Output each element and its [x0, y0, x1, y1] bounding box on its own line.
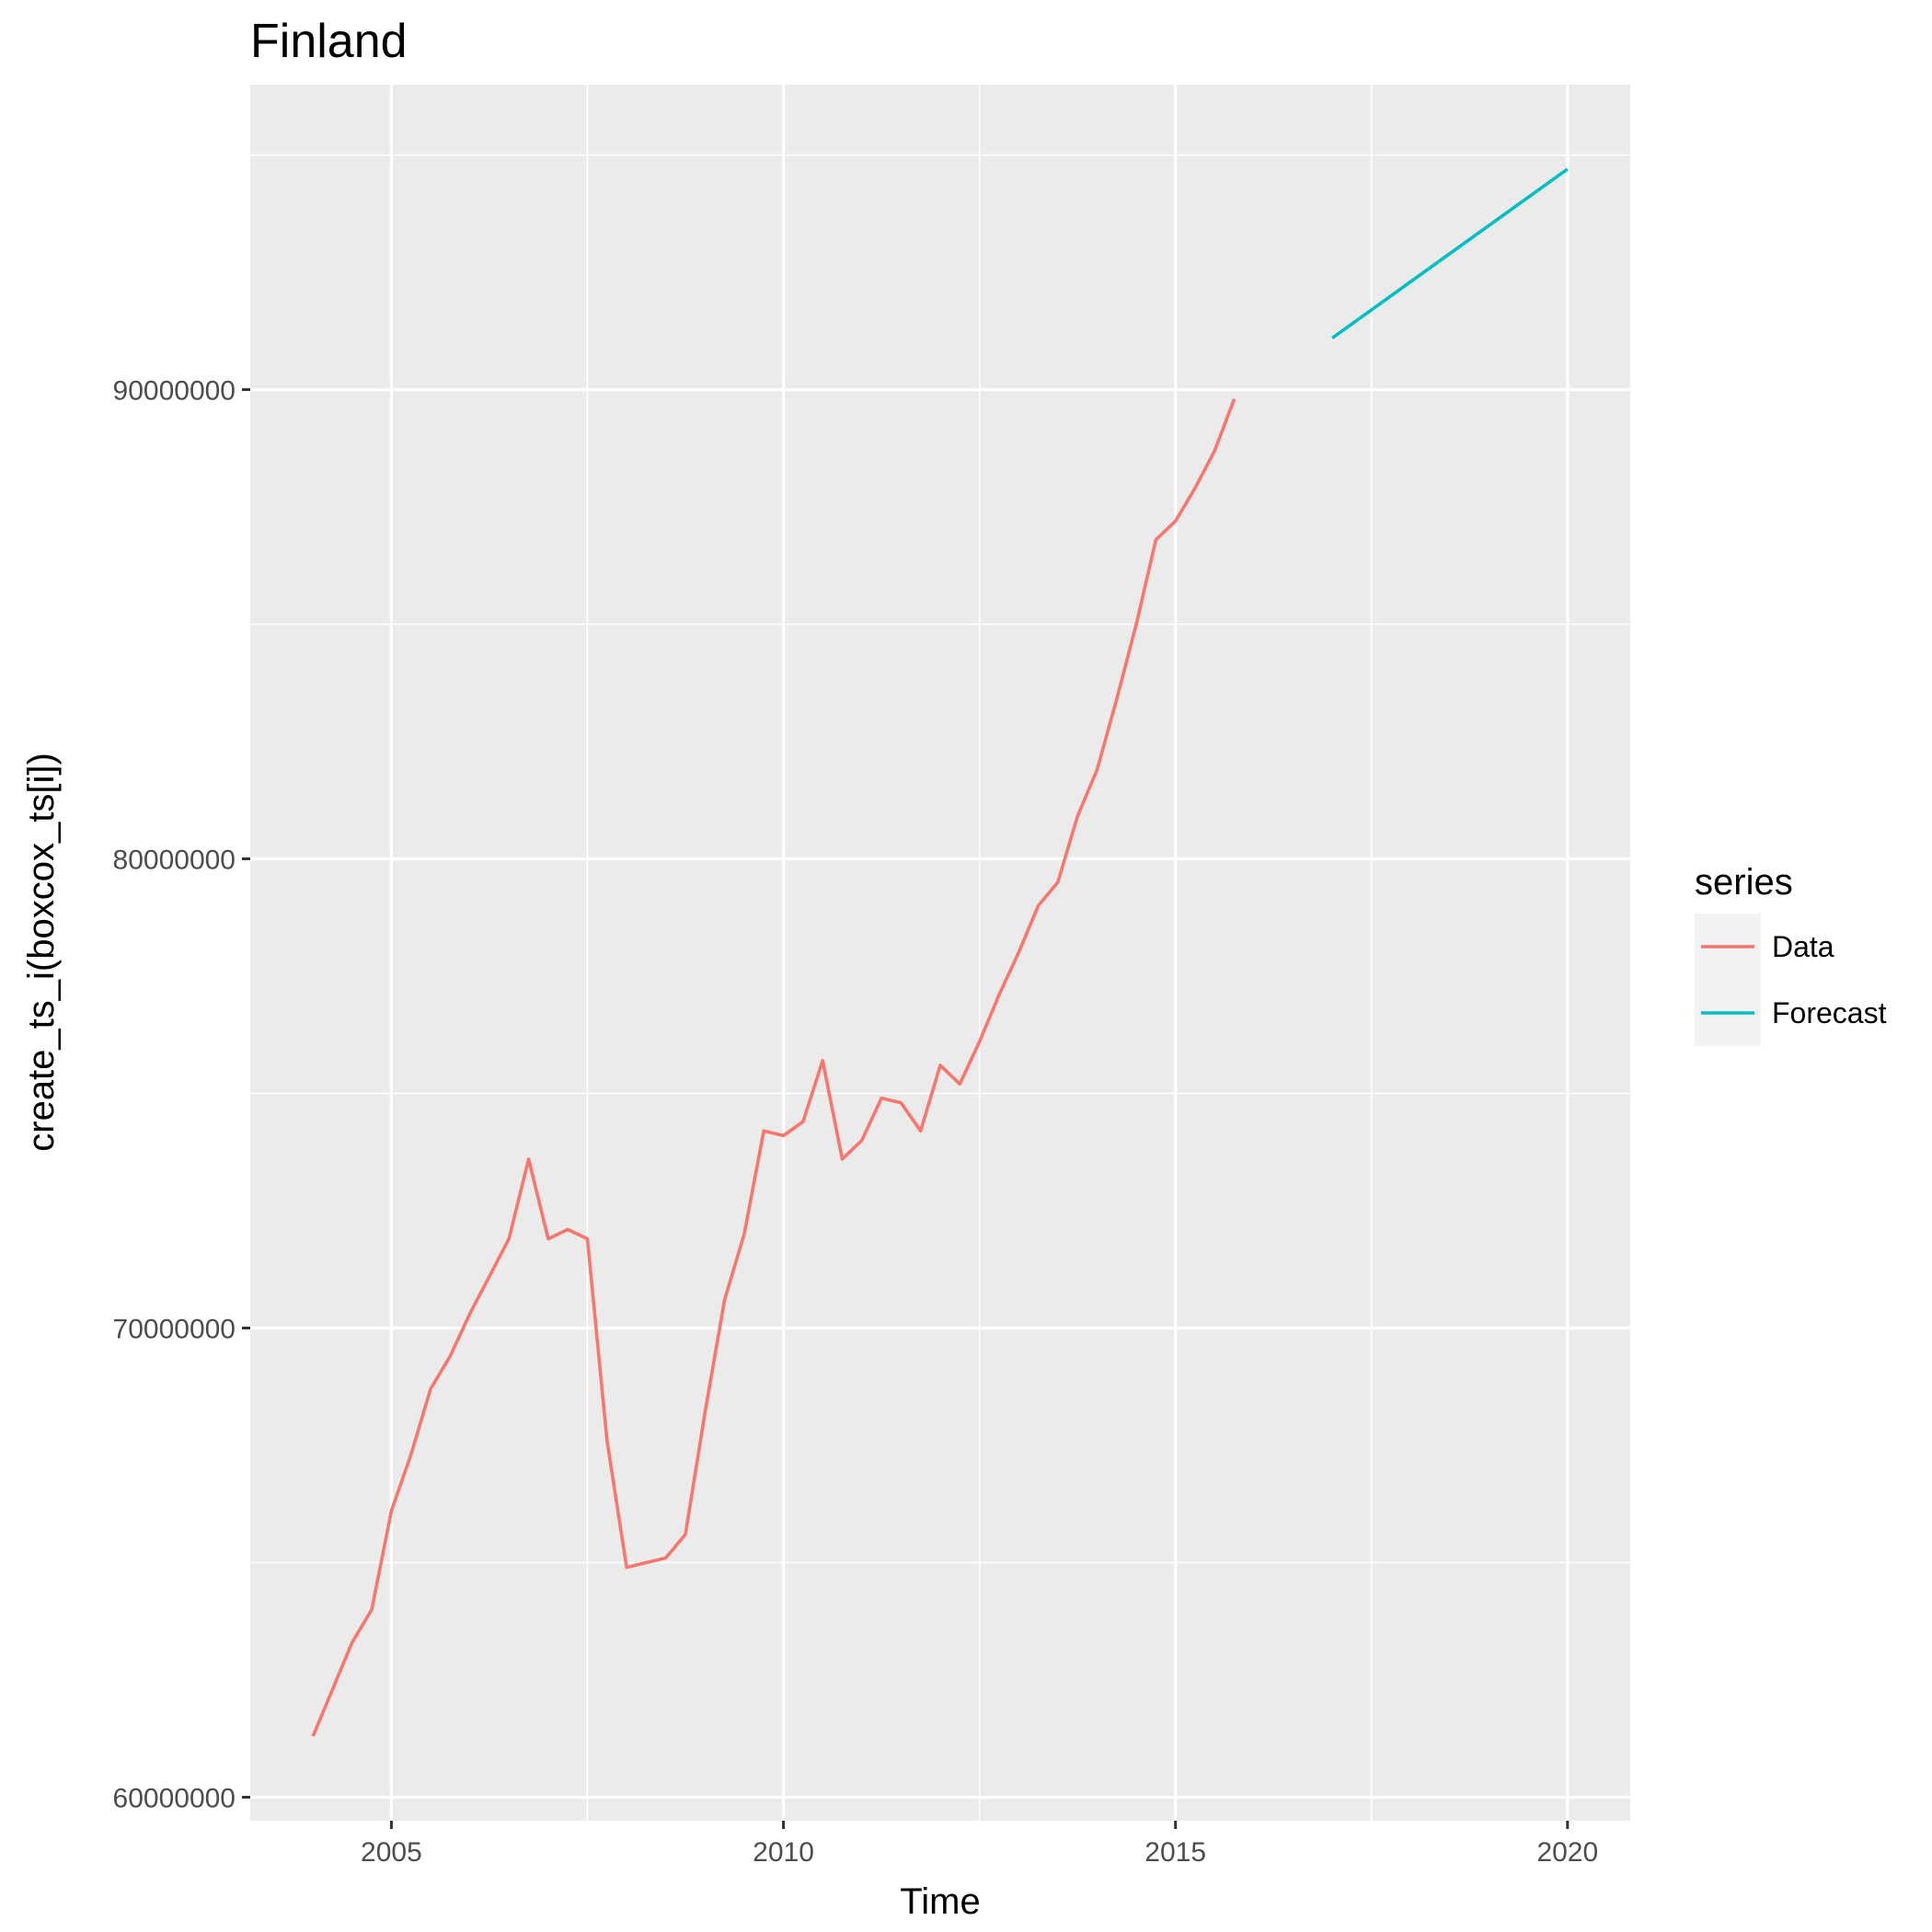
y-tick-label-2: 80000000 [113, 845, 236, 876]
grid-major [250, 85, 1630, 1821]
x-tick-label-0: 2005 [361, 1837, 422, 1868]
y-tick-label-0: 60000000 [113, 1784, 236, 1814]
x-axis: 2005 2010 2015 2020 [361, 1821, 1598, 1868]
x-tick-label-2: 2015 [1144, 1837, 1206, 1868]
y-axis: 60000000 70000000 80000000 90000000 [113, 376, 250, 1814]
y-tick-label-3: 90000000 [113, 376, 236, 407]
legend-label-data: Data [1772, 930, 1834, 963]
series-lines [311, 167, 1569, 1737]
series-line-data [311, 398, 1236, 1737]
legend: series Data Forecast [1695, 862, 1887, 1046]
plot-panel [250, 85, 1630, 1821]
legend-label-forecast: Forecast [1772, 996, 1887, 1029]
y-axis-title: create_ts_i(boxcox_ts[i]) [21, 753, 62, 1152]
series-line-forecast [1331, 167, 1569, 339]
legend-title: series [1695, 862, 1793, 903]
x-tick-label-3: 2020 [1536, 1837, 1598, 1868]
chart-title: Finland [250, 15, 408, 68]
x-axis-title: Time [900, 1881, 980, 1922]
grid-minor [250, 85, 1630, 1821]
y-tick-label-1: 70000000 [113, 1315, 236, 1345]
x-tick-label-1: 2010 [753, 1837, 814, 1868]
